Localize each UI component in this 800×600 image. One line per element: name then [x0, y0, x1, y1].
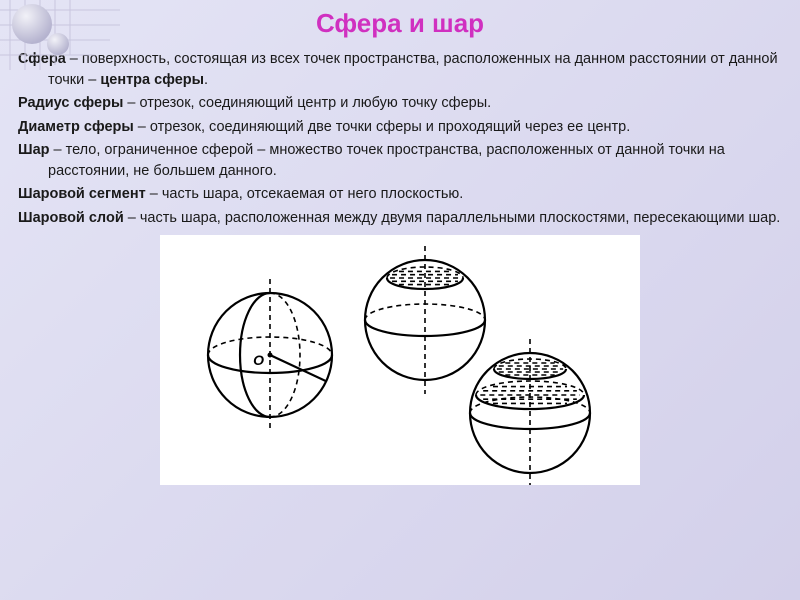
def-ball: Шар – тело, ограниченное сферой – множес…	[18, 140, 782, 181]
definitions-block: Сфера – поверхность, состоящая из всех т…	[0, 49, 800, 229]
def-sphere: Сфера – поверхность, состоящая из всех т…	[18, 49, 782, 90]
svg-text:О: О	[253, 352, 264, 368]
spheres-figure: О	[160, 235, 640, 485]
def-diameter: Диаметр сферы – отрезок, соединяющий две…	[18, 117, 782, 138]
def-radius: Радиус сферы – отрезок, соединяющий цент…	[18, 93, 782, 114]
def-layer: Шаровой слой – часть шара, расположенная…	[18, 208, 782, 229]
def-segment: Шаровой сегмент – часть шара, отсекаемая…	[18, 184, 782, 205]
page-title: Сфера и шар	[0, 0, 800, 49]
